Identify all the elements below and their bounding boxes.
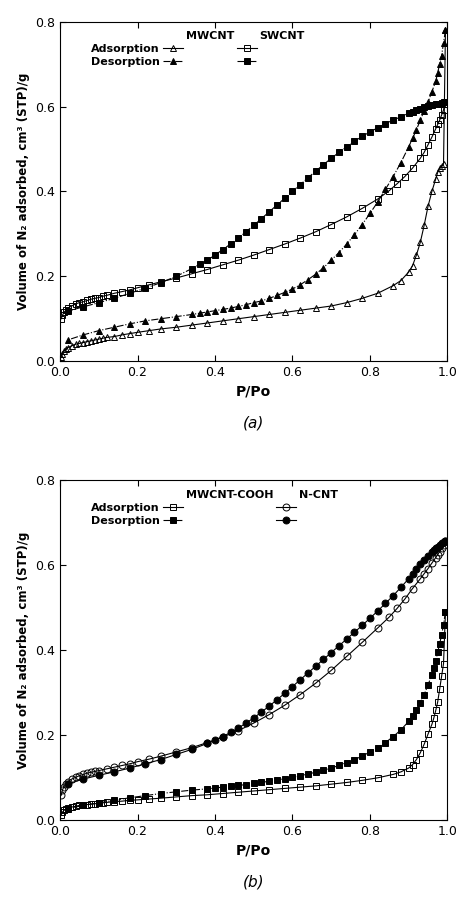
Text: (a): (a): [243, 416, 264, 430]
Legend: , Adsorption, Desorption, MWCNT, , , SWCNT, , : , Adsorption, Desorption, MWCNT, , , SWC…: [65, 27, 308, 70]
Text: (b): (b): [243, 874, 264, 889]
X-axis label: P/Po: P/Po: [236, 384, 271, 399]
Legend: , Adsorption, Desorption, MWCNT-COOH, , , N-CNT, , : , Adsorption, Desorption, MWCNT-COOH, , …: [65, 486, 341, 529]
Y-axis label: Volume of N₂ adsorbed, cm³ (STP)/g: Volume of N₂ adsorbed, cm³ (STP)/g: [17, 531, 30, 769]
X-axis label: P/Po: P/Po: [236, 843, 271, 857]
Y-axis label: Volume of N₂ adsorbed, cm³ (STP)/g: Volume of N₂ adsorbed, cm³ (STP)/g: [17, 73, 30, 310]
